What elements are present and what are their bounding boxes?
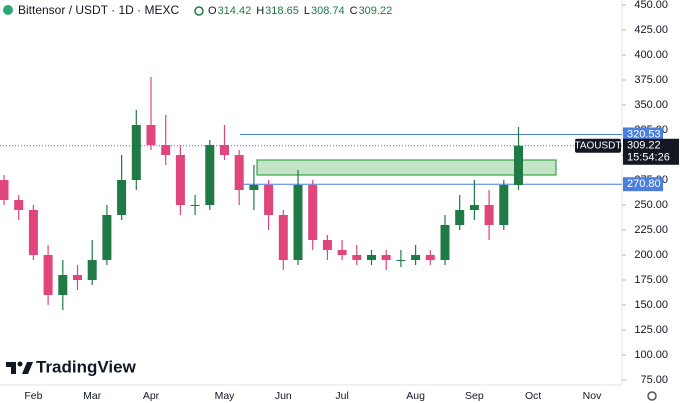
candle-body	[484, 205, 494, 225]
candle-body	[190, 205, 200, 206]
candle-body	[337, 250, 347, 255]
y-tick-label: 100.00	[634, 349, 668, 361]
x-tick-label: Sep	[465, 390, 484, 402]
candle-body	[28, 210, 38, 255]
level-label: 270.80	[627, 178, 661, 190]
symbol-label: TAOUSDT	[574, 140, 621, 151]
candle-body	[499, 185, 509, 225]
settings-icon[interactable]	[647, 391, 657, 401]
logo-mark	[6, 362, 16, 374]
x-tick-label: Feb	[24, 390, 42, 402]
level-label: 320.53	[627, 128, 661, 140]
candle-body	[440, 225, 450, 260]
y-tick-label: 200.00	[634, 249, 668, 261]
x-tick-label: Oct	[525, 390, 541, 402]
candle-body	[43, 255, 53, 295]
y-tick-label: 450.00	[634, 0, 668, 11]
candle-body	[411, 255, 421, 260]
x-tick-label: Jun	[275, 390, 292, 402]
x-tick-label: Aug	[406, 390, 425, 402]
y-tick-label: 75.00	[640, 374, 668, 386]
candle-body	[73, 275, 82, 280]
candle-body	[249, 185, 259, 190]
ohlc-label: H	[256, 5, 264, 17]
symbol-bg	[575, 138, 621, 153]
y-tick-label: 425.00	[634, 24, 668, 36]
y-tick-label: 150.00	[634, 299, 668, 311]
last-price-label: 309.22	[627, 140, 661, 152]
x-tick-label: Mar	[83, 390, 102, 402]
ohlc-values: O 314.42 H 318.65 L 308.74 C 309.22	[208, 5, 392, 17]
candle-body	[234, 155, 244, 190]
candle-body	[278, 215, 288, 260]
last-price-bg	[623, 138, 679, 165]
x-tick-label: Apr	[143, 390, 160, 402]
y-tick-label: 225.00	[634, 224, 668, 236]
level-label-bg	[623, 127, 663, 142]
ohlc-label: O	[208, 5, 217, 17]
ohlc-value: 318.65	[265, 5, 299, 17]
ohlc-label: L	[304, 5, 310, 17]
candle-body	[205, 145, 215, 205]
ohlc-value: 314.42	[218, 5, 252, 17]
candle-body	[14, 200, 24, 210]
countdown-label: 15:54:26	[627, 152, 670, 164]
ohlc-value: 308.74	[311, 5, 345, 17]
x-tick-label: Jul	[335, 390, 348, 402]
candle-body	[308, 185, 318, 240]
y-tick-label: 350.00	[634, 99, 668, 111]
y-tick-label: 375.00	[634, 74, 668, 86]
chart-title: Bittensor / USDT · 1D · MEXC	[18, 3, 179, 17]
candle-body	[87, 260, 97, 280]
brand-name: TradingView	[36, 357, 137, 376]
logo-mark	[22, 362, 33, 374]
candle-body	[146, 125, 156, 145]
y-tick-label: 175.00	[634, 274, 668, 286]
candle-body	[367, 255, 376, 260]
candle-body	[293, 185, 303, 260]
candle-body	[469, 205, 479, 210]
candle-body	[0, 180, 9, 200]
candle-body	[175, 155, 185, 205]
brand-logo: TradingView	[6, 357, 137, 376]
candle-body	[514, 145, 523, 185]
candle-body	[352, 255, 362, 260]
candle-body	[58, 275, 68, 295]
candle-body	[131, 125, 141, 180]
ohlc-label: C	[350, 5, 358, 17]
y-tick-label: 400.00	[634, 49, 668, 61]
level-label-bg	[623, 177, 663, 192]
ohlc-value: 309.22	[359, 5, 393, 17]
x-tick-label: May	[215, 390, 236, 402]
y-tick-label: 250.00	[634, 199, 668, 211]
candle-body	[161, 145, 171, 155]
symbol-icon	[3, 5, 13, 15]
gear[interactable]	[647, 391, 657, 401]
candle-body	[396, 260, 406, 261]
candle-body	[264, 185, 274, 215]
candle-body	[381, 255, 391, 260]
y-tick-label: 125.00	[634, 324, 668, 336]
candle-body	[322, 240, 332, 250]
candle-body	[117, 180, 127, 215]
status-dot	[194, 6, 204, 16]
logo-dot	[17, 361, 23, 367]
candle-body	[425, 255, 435, 260]
zone	[256, 159, 557, 176]
x-tick-label: Nov	[583, 390, 602, 402]
candle-body	[102, 215, 112, 260]
candle-body	[455, 210, 465, 225]
candle-body	[220, 145, 229, 155]
header: Bittensor / USDT · 1D · MEXC O 314.42 H 318…	[3, 3, 392, 17]
